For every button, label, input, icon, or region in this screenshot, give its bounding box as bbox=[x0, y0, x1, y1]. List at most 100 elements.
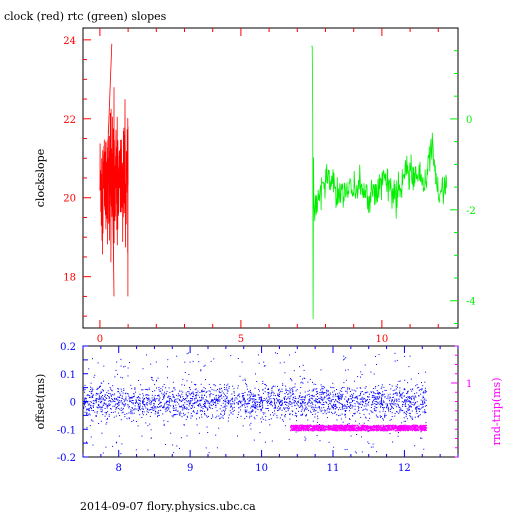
offset-point bbox=[293, 402, 295, 404]
offset-point bbox=[107, 411, 109, 413]
offset-point bbox=[144, 404, 145, 405]
rndtrip-point bbox=[368, 427, 370, 430]
offset-point bbox=[167, 421, 169, 423]
rndtrip-point bbox=[372, 425, 375, 427]
rndtrip-point bbox=[414, 429, 416, 432]
rndtrip-point bbox=[296, 426, 298, 428]
offset-point bbox=[299, 395, 301, 396]
offset-point bbox=[138, 404, 139, 405]
offset-point bbox=[249, 411, 251, 413]
offset-point bbox=[159, 406, 161, 408]
offset-point bbox=[186, 380, 188, 382]
offset-point bbox=[115, 441, 117, 443]
offset-point bbox=[411, 390, 413, 392]
offset-point bbox=[218, 396, 220, 398]
rndtrip-point bbox=[371, 428, 373, 430]
offset-point bbox=[376, 402, 378, 404]
offset-point bbox=[123, 401, 125, 403]
offset-point bbox=[199, 396, 200, 398]
rndtrip-point bbox=[423, 424, 425, 426]
offset-point bbox=[155, 398, 157, 400]
offset-point bbox=[328, 397, 330, 399]
offset-point bbox=[385, 403, 387, 405]
offset-point bbox=[244, 404, 246, 406]
offset-point bbox=[349, 418, 350, 420]
rndtrip-point bbox=[398, 425, 400, 427]
offset-point bbox=[378, 397, 380, 399]
offset-point bbox=[274, 398, 276, 400]
rndtrip-point bbox=[357, 424, 359, 427]
offset-point bbox=[344, 405, 346, 407]
offset-point bbox=[111, 389, 113, 391]
offset-point bbox=[259, 404, 260, 406]
rndtrip-point bbox=[425, 427, 427, 429]
offset-point bbox=[201, 397, 202, 399]
offset-point bbox=[135, 391, 136, 393]
rndtrip-point bbox=[343, 427, 345, 429]
offset-point bbox=[372, 402, 374, 404]
offset-point bbox=[371, 397, 373, 398]
y-tick-label-right-bottom: 1 bbox=[466, 379, 472, 390]
offset-point bbox=[231, 403, 233, 405]
offset-point bbox=[90, 392, 92, 394]
rndtrip-point bbox=[364, 429, 366, 432]
offset-point bbox=[137, 410, 139, 412]
rndtrip-point bbox=[336, 428, 339, 431]
offset-point bbox=[314, 408, 315, 410]
offset-point bbox=[158, 414, 160, 416]
offset-point bbox=[192, 411, 194, 412]
offset-point bbox=[191, 398, 193, 400]
offset-point bbox=[293, 393, 295, 395]
offset-point bbox=[102, 389, 104, 391]
offset-point bbox=[98, 399, 100, 401]
rndtrip-point bbox=[333, 427, 335, 429]
offset-point bbox=[100, 402, 102, 404]
offset-point bbox=[152, 400, 154, 402]
rndtrip-point bbox=[334, 426, 336, 428]
offset-point bbox=[325, 401, 327, 403]
rndtrip-point bbox=[307, 426, 309, 428]
offset-point bbox=[408, 396, 410, 398]
offset-point bbox=[347, 399, 349, 401]
offset-point bbox=[393, 396, 395, 398]
offset-point bbox=[139, 393, 141, 395]
offset-point bbox=[379, 411, 381, 413]
offset-point bbox=[292, 387, 294, 388]
rndtrip-point bbox=[349, 424, 351, 427]
offset-point bbox=[374, 387, 376, 389]
rndtrip-point bbox=[317, 424, 319, 426]
offset-point bbox=[210, 387, 212, 389]
offset-point bbox=[334, 411, 336, 413]
offset-point bbox=[126, 400, 128, 402]
offset-point bbox=[221, 397, 223, 399]
offset-point bbox=[413, 399, 415, 401]
y-tick-label-right: -4 bbox=[466, 297, 476, 308]
offset-point bbox=[100, 397, 102, 399]
offset-point bbox=[244, 418, 246, 420]
offset-point bbox=[198, 405, 200, 407]
offset-point bbox=[116, 442, 118, 444]
offset-point bbox=[150, 409, 152, 410]
offset-point bbox=[274, 399, 275, 401]
offset-point bbox=[281, 404, 283, 406]
rndtrip-point bbox=[414, 429, 416, 431]
offset-point bbox=[410, 378, 412, 380]
offset-point bbox=[266, 408, 268, 409]
offset-point bbox=[422, 403, 424, 405]
offset-point bbox=[336, 414, 338, 416]
x-tick-label: 10 bbox=[376, 334, 389, 345]
offset-point bbox=[336, 389, 337, 390]
offset-point bbox=[149, 423, 151, 425]
rndtrip-point bbox=[316, 425, 319, 427]
offset-point bbox=[232, 413, 234, 415]
offset-point bbox=[374, 403, 376, 404]
offset-point bbox=[157, 415, 159, 416]
offset-point bbox=[406, 398, 408, 400]
offset-point bbox=[406, 399, 408, 401]
offset-point bbox=[234, 398, 236, 400]
offset-point bbox=[318, 397, 320, 399]
rndtrip-point bbox=[315, 429, 317, 431]
offset-point bbox=[247, 394, 249, 396]
rndtrip-point bbox=[329, 428, 331, 430]
offset-point bbox=[206, 391, 208, 393]
